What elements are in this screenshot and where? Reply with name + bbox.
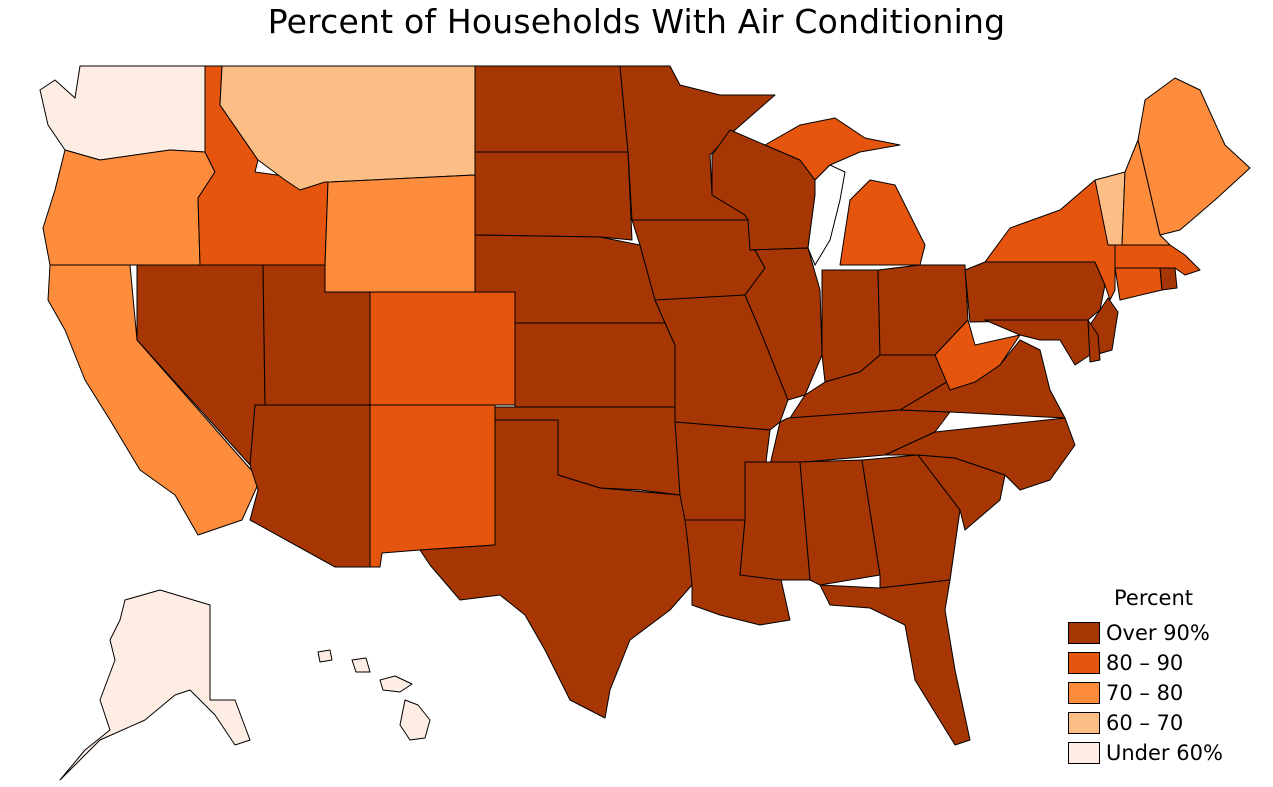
legend-label-under-60: Under 60% — [1106, 741, 1223, 765]
state-massachusetts[interactable] — [1114, 244, 1201, 276]
state-hawaii-kauai[interactable] — [317, 649, 333, 663]
state-iowa[interactable] — [631, 219, 766, 301]
state-hawaii-oahu[interactable] — [351, 657, 371, 673]
state-north-carolina[interactable] — [884, 417, 1076, 491]
state-new-mexico[interactable] — [369, 404, 496, 568]
state-maine[interactable] — [1137, 77, 1251, 236]
legend-item-70-80: 70 – 80 — [1068, 678, 1268, 708]
lake-michigan — [807, 164, 846, 267]
state-michigan-upper[interactable] — [764, 117, 901, 181]
state-alaska[interactable] — [59, 589, 251, 781]
state-pennsylvania[interactable] — [964, 261, 1106, 323]
legend-swatch-60-70 — [1068, 712, 1100, 734]
legend-label-70-80: 70 – 80 — [1106, 681, 1184, 705]
state-hawaii-big[interactable] — [399, 699, 431, 741]
state-florida[interactable] — [819, 579, 971, 746]
legend: Percent Over 90% 80 – 90 70 – 80 60 – 70… — [1068, 586, 1268, 768]
legend-swatch-80-90 — [1068, 652, 1100, 674]
state-south-dakota[interactable] — [474, 151, 633, 241]
state-hawaii-maui[interactable] — [379, 675, 413, 693]
state-montana[interactable] — [219, 65, 476, 191]
legend-label-over-90: Over 90% — [1106, 621, 1210, 645]
legend-swatch-under-60 — [1068, 742, 1100, 764]
state-texas[interactable] — [419, 419, 693, 719]
legend-title: Percent — [1114, 586, 1194, 610]
state-arizona[interactable] — [249, 404, 371, 568]
state-oregon[interactable] — [42, 149, 216, 266]
state-colorado[interactable] — [369, 291, 516, 406]
state-wyoming[interactable] — [324, 174, 476, 293]
state-michigan-lower[interactable] — [839, 179, 926, 266]
state-mississippi[interactable] — [739, 461, 811, 581]
legend-item-under-60: Under 60% — [1068, 738, 1268, 768]
legend-swatch-70-80 — [1068, 682, 1100, 704]
map-title: Percent of Households With Air Condition… — [267, 2, 1006, 41]
legend-item-60-70: 60 – 70 — [1068, 708, 1268, 738]
legend-label-60-70: 60 – 70 — [1106, 711, 1184, 735]
state-delaware[interactable] — [1087, 319, 1101, 363]
state-north-dakota[interactable] — [474, 65, 629, 153]
state-rhode-island[interactable] — [1159, 267, 1178, 291]
legend-label-80-90: 80 – 90 — [1106, 651, 1184, 675]
legend-swatch-over-90 — [1068, 622, 1100, 644]
state-kansas[interactable] — [514, 322, 676, 408]
state-alabama[interactable] — [799, 459, 881, 586]
state-illinois[interactable] — [744, 247, 823, 401]
state-washington[interactable] — [39, 65, 206, 161]
state-west-virginia[interactable] — [934, 319, 1021, 391]
legend-item-over-90: Over 90% — [1068, 618, 1268, 648]
legend-item-80-90: 80 – 90 — [1068, 648, 1268, 678]
state-new-hampshire[interactable] — [1121, 139, 1171, 246]
state-connecticut[interactable] — [1114, 267, 1163, 301]
